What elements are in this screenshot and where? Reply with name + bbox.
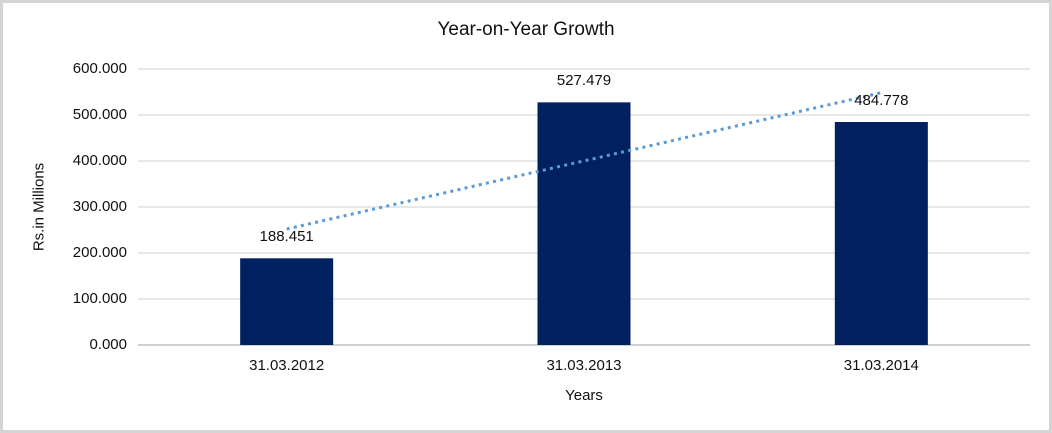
- y-tick-label: 600.000: [72, 60, 127, 77]
- y-tick-label: 400.000: [72, 152, 127, 169]
- x-tick-label: 31.03.2014: [843, 357, 919, 374]
- plot-area: [138, 68, 1030, 346]
- y-tick-label: 100.000: [72, 290, 127, 307]
- bar: [537, 102, 631, 346]
- bar: [834, 122, 928, 345]
- chart-title: Year-on-Year Growth: [437, 19, 615, 40]
- bar: [240, 258, 334, 345]
- y-tick-label: 500.000: [72, 106, 127, 123]
- x-tick-label: 31.03.2012: [249, 357, 325, 374]
- y-tick-label: 200.000: [72, 244, 127, 261]
- data-label: 484.778: [854, 92, 909, 109]
- data-label: 188.451: [259, 228, 314, 246]
- x-axis-title: Years: [565, 387, 603, 404]
- data-label: 527.479: [556, 72, 612, 90]
- y-tick-label: 300.000: [72, 198, 127, 215]
- y-tick-label: 0.000: [89, 336, 127, 353]
- x-tick-label: 31.03.2013: [546, 357, 622, 374]
